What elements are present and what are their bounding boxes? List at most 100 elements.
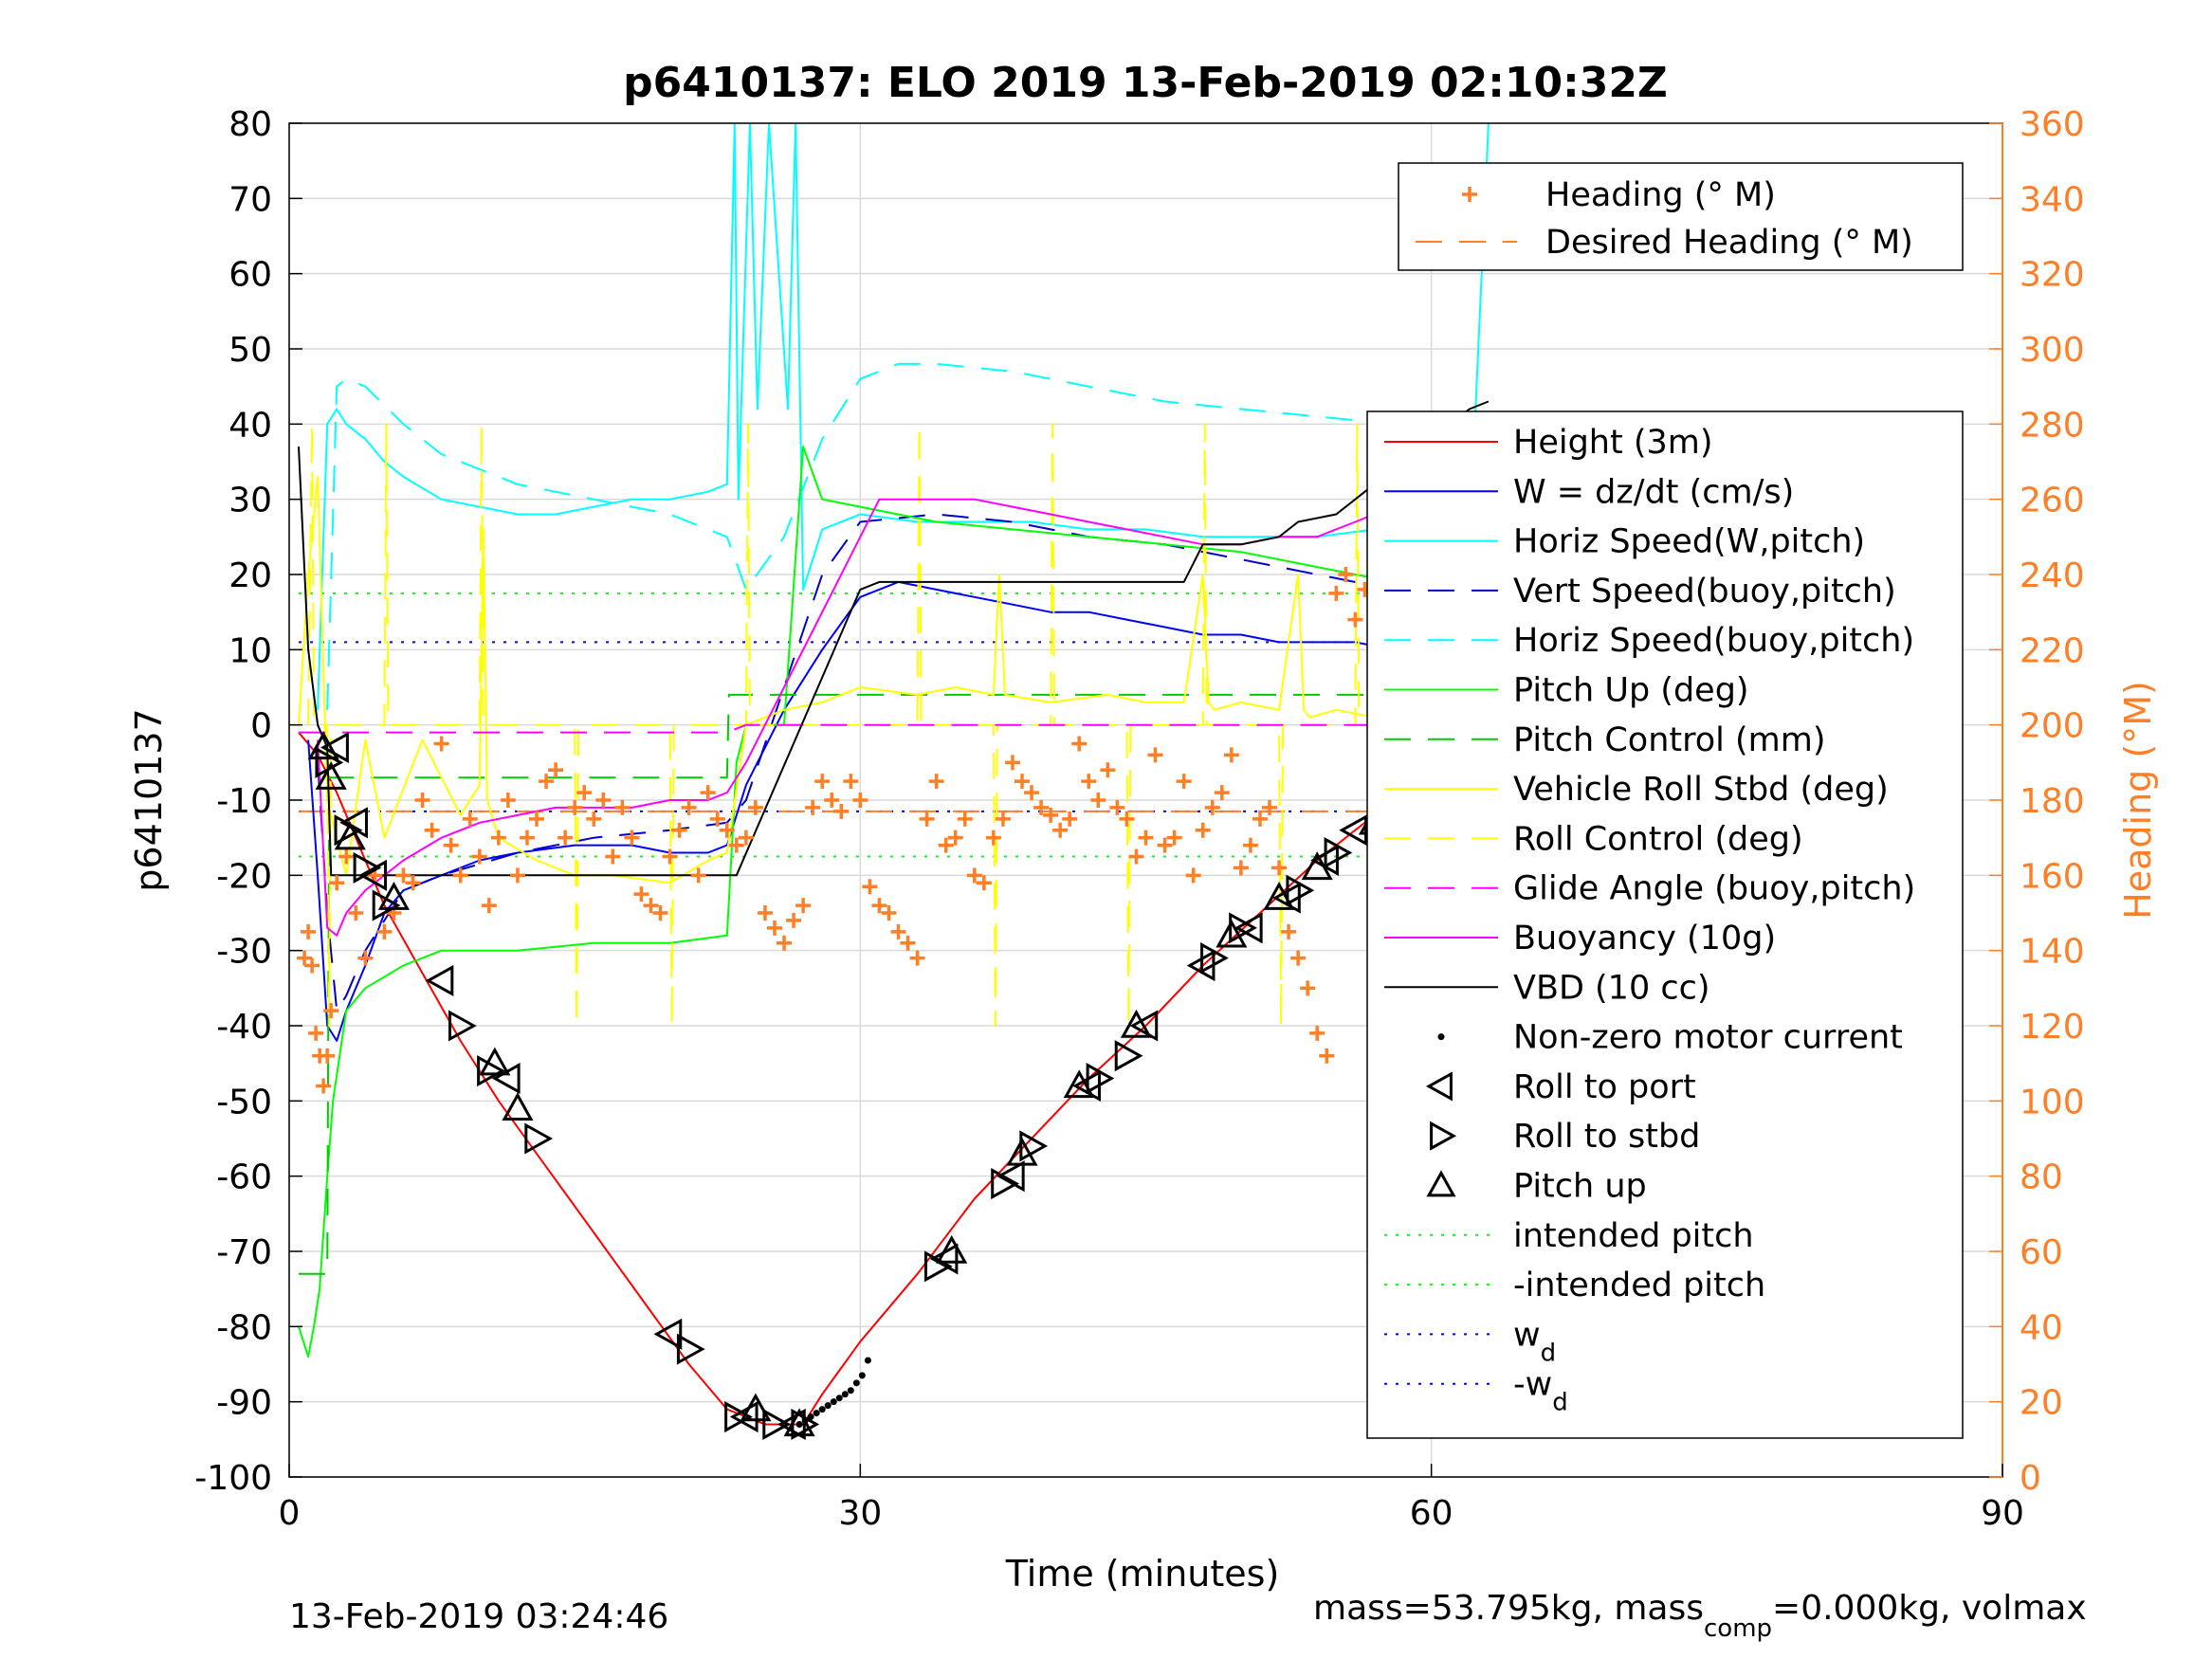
y-tick-label: -60 bbox=[216, 1158, 272, 1197]
heading-point bbox=[633, 886, 649, 902]
heading-point bbox=[862, 879, 878, 895]
legend-main-label-17: -intended pitch bbox=[1513, 1267, 1765, 1304]
y-tick-label: -70 bbox=[216, 1233, 272, 1272]
roll-to-stbd-marker bbox=[1086, 1062, 1115, 1095]
pitch-up-marker bbox=[502, 1092, 534, 1121]
heading-point bbox=[909, 950, 925, 966]
heading-point bbox=[490, 830, 506, 846]
pitch-up-marker bbox=[1006, 1137, 1038, 1166]
y2-tick-label: 280 bbox=[2020, 406, 2085, 445]
heading-point bbox=[1157, 837, 1173, 853]
series-horiz-speed-buoy-pitch bbox=[326, 362, 1489, 710]
heading-point bbox=[852, 793, 868, 808]
legend-main-swatch-pitch-up-15 bbox=[1426, 1170, 1456, 1197]
y2-tick-label: 200 bbox=[2020, 707, 2085, 746]
heading-point bbox=[1043, 807, 1059, 823]
heading-point bbox=[766, 920, 782, 936]
legend-main-label-4: Horiz Speed(buoy,pitch) bbox=[1513, 622, 1914, 660]
heading-point bbox=[297, 950, 313, 966]
heading-point bbox=[652, 905, 668, 921]
heading-point bbox=[976, 875, 992, 891]
heading-point bbox=[662, 848, 678, 865]
heading-point bbox=[1338, 567, 1354, 582]
motor-current-dot bbox=[807, 1413, 814, 1421]
heading-point bbox=[919, 811, 935, 827]
y2-tick-label: 320 bbox=[2020, 256, 2085, 295]
y-tick-label: 30 bbox=[229, 482, 272, 520]
heading-point bbox=[1100, 762, 1116, 778]
heading-point bbox=[605, 848, 621, 865]
series-roll-control-deg bbox=[307, 423, 1489, 1027]
legend-heading-box bbox=[1398, 162, 1964, 271]
heading-point bbox=[871, 898, 887, 914]
pitch-up-marker bbox=[1216, 919, 1248, 948]
y-tick-label: -90 bbox=[216, 1384, 272, 1423]
roll-to-stbd-marker bbox=[1229, 912, 1257, 944]
heading-point bbox=[728, 837, 744, 853]
heading-point bbox=[719, 822, 735, 838]
heading-point bbox=[316, 1078, 332, 1094]
legend-main-swatch-roll-to-stbd-14 bbox=[1430, 1121, 1457, 1151]
y-tick-label: 50 bbox=[229, 331, 272, 370]
pitch-up-marker bbox=[307, 731, 339, 760]
roll-to-port-marker bbox=[1129, 1010, 1159, 1042]
series-pitch-up-deg bbox=[298, 446, 1490, 1358]
y-axis-label: p6410137 bbox=[128, 708, 170, 891]
y2-tick-label: 40 bbox=[2020, 1308, 2063, 1347]
heading-point bbox=[462, 811, 478, 827]
heading-point bbox=[1081, 774, 1097, 790]
x-tick-label: 90 bbox=[1981, 1494, 2024, 1533]
legend-main-label-11: VBD (10 cc) bbox=[1513, 969, 1710, 1007]
y-tick-label: -40 bbox=[216, 1008, 272, 1047]
heading-point bbox=[323, 1003, 339, 1019]
heading-point bbox=[1052, 822, 1069, 838]
heading-point bbox=[1347, 611, 1363, 628]
y2-tick-label: 100 bbox=[2020, 1083, 2085, 1121]
pitch-up-marker bbox=[1263, 882, 1295, 910]
y-tick-label: 20 bbox=[229, 556, 272, 595]
heading-point bbox=[1090, 793, 1106, 808]
heading-point bbox=[690, 867, 706, 884]
heading-point bbox=[329, 875, 345, 891]
roll-to-port-marker bbox=[1234, 912, 1263, 944]
heading-point bbox=[1319, 1048, 1335, 1064]
legend-main: Height (3m) W = dz/dt (cm/s) Horiz Speed(W… bbox=[1366, 410, 1964, 1439]
heading-point bbox=[643, 898, 659, 914]
roll-to-port-marker bbox=[653, 1318, 683, 1350]
pitch-up-marker bbox=[936, 1234, 968, 1264]
heading-point bbox=[1300, 980, 1316, 996]
y-tick-label: 0 bbox=[250, 707, 272, 746]
y2-tick-label: 220 bbox=[2020, 631, 2085, 670]
y-tick-label: 60 bbox=[229, 256, 272, 295]
legend-heading-label-1: Desired Heading (° M) bbox=[1545, 224, 1913, 262]
heading-point bbox=[985, 830, 1001, 846]
heading-point bbox=[1242, 837, 1258, 853]
heading-point bbox=[1262, 799, 1278, 815]
y-tick-label: 70 bbox=[229, 180, 272, 219]
heading-point bbox=[301, 923, 317, 939]
heading-point bbox=[805, 799, 821, 815]
legend-main-label-0: Height (3m) bbox=[1513, 424, 1713, 462]
x-tick-label: 60 bbox=[1410, 1494, 1453, 1533]
x-tick-label: 30 bbox=[838, 1494, 882, 1533]
series-horiz-speed-w-pitch bbox=[317, 123, 1490, 710]
motor-current-dot bbox=[841, 1391, 849, 1398]
motor-current-dot bbox=[852, 1379, 860, 1387]
heading-point bbox=[1176, 774, 1192, 790]
heading-point bbox=[624, 830, 640, 846]
series-glide-angle-buoy-pitch bbox=[299, 723, 1489, 734]
y2-tick-label: 0 bbox=[2020, 1459, 2041, 1498]
heading-point bbox=[843, 774, 859, 790]
legend-main-label-9: Glide Angle (buoy,pitch) bbox=[1513, 870, 1915, 908]
y-tick-label: -20 bbox=[216, 857, 272, 896]
heading-point bbox=[1290, 950, 1307, 966]
pitch-up-marker bbox=[1120, 1009, 1153, 1038]
heading-point bbox=[824, 793, 840, 808]
heading-point bbox=[376, 923, 393, 939]
roll-to-stbd-marker bbox=[448, 1010, 477, 1042]
heading-point bbox=[881, 905, 897, 921]
motor-current-dot bbox=[830, 1398, 837, 1406]
heading-point bbox=[320, 1048, 336, 1064]
heading-point bbox=[595, 793, 612, 808]
legend-main-label-1: W = dz/dt (cm/s) bbox=[1513, 473, 1794, 511]
